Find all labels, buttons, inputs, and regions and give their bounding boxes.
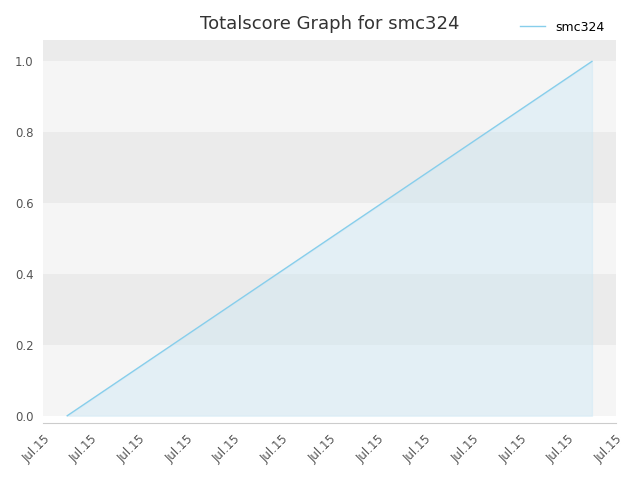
Bar: [44, 274, 616, 345]
Title: Totalscore Graph for smc324: Totalscore Graph for smc324: [200, 15, 460, 33]
Legend: smc324: smc324: [515, 16, 609, 39]
Bar: [44, 61, 616, 132]
Bar: [44, 203, 616, 274]
Bar: [44, 132, 616, 203]
Bar: [44, 345, 616, 416]
Bar: [44, 40, 616, 61]
